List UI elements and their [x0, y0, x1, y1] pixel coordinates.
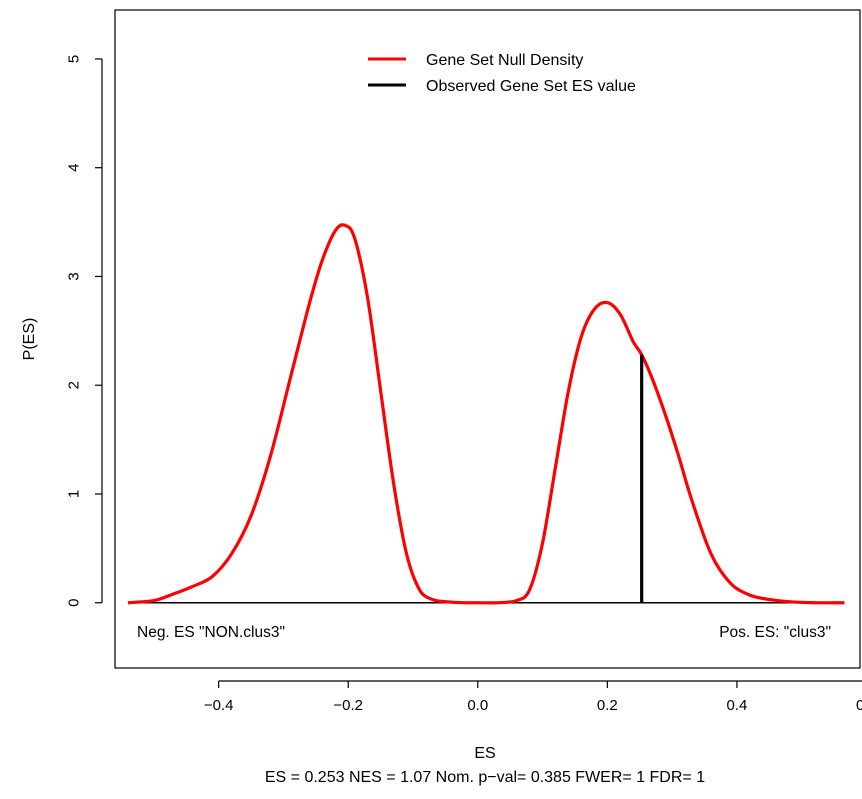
positive-es-annotation: Pos. ES: "clus3" [719, 624, 831, 641]
y-tick-label: 3 [66, 272, 83, 280]
y-tick-label: 5 [66, 55, 83, 63]
x-tick-label: 0.4 [726, 697, 747, 714]
x-tick-label: 0.6 [856, 697, 862, 714]
legend-label-null-density: Gene Set Null Density [426, 52, 583, 69]
x-tick-label: −0.2 [333, 697, 363, 714]
chart-subtitle: ES = 0.253 NES = 1.07 Nom. p−val= 0.385 … [265, 769, 705, 786]
y-tick-label: 1 [66, 490, 83, 498]
y-axis: 0 1 2 3 4 5 [66, 55, 103, 607]
series-layer [127, 223, 845, 605]
x-axis: −0.4 −0.2 0.0 0.2 0.4 0.6 [204, 680, 862, 714]
x-tick-label: 0.0 [467, 697, 488, 714]
x-tick-label: −0.4 [204, 697, 234, 714]
plot-frame [114, 9, 861, 669]
legend: Gene Set Null Density Observed Gene Set … [368, 52, 636, 95]
legend-label-observed-es: Observed Gene Set ES value [426, 78, 636, 95]
series-null-density-line [127, 223, 845, 605]
x-axis-title: ES [474, 745, 495, 762]
y-tick-label: 4 [66, 164, 83, 172]
y-axis-title: P(ES) [21, 318, 38, 361]
y-tick-label: 0 [66, 599, 83, 607]
x-tick-label: 0.2 [597, 697, 618, 714]
y-tick-label: 2 [66, 381, 83, 389]
negative-es-annotation: Neg. ES "NON.clus3" [137, 624, 285, 641]
